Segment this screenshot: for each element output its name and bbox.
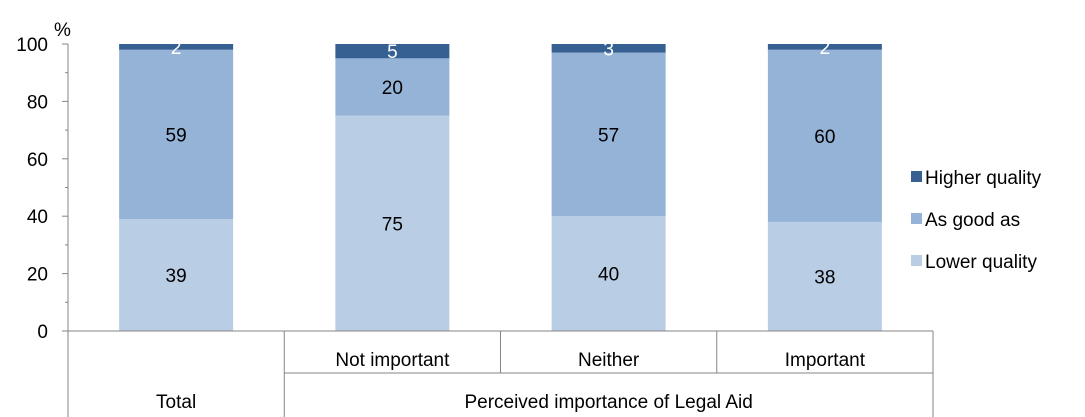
- y-tick-label: 20: [27, 265, 48, 286]
- bar-value-label: 20: [382, 78, 403, 99]
- legend-swatch: [911, 255, 922, 266]
- bar-segment: [767, 49, 882, 222]
- y-tick-label: 80: [27, 92, 48, 113]
- bar-value-label: 2: [820, 38, 831, 59]
- bar-value-label: 5: [387, 42, 398, 63]
- group-label: Perceived importance of Legal Aid: [464, 392, 752, 413]
- legend-label: As good as: [925, 210, 1020, 231]
- y-tick-label: 100: [16, 35, 48, 56]
- y-axis-unit-label: %: [54, 20, 71, 41]
- bar-value-label: 40: [598, 265, 619, 286]
- bar-segment: [119, 44, 234, 50]
- bar-segment: [335, 58, 450, 116]
- bar-segment: [335, 44, 450, 59]
- y-tick-label: 60: [27, 150, 48, 171]
- y-tick-label: 0: [37, 322, 48, 343]
- legend-label: Higher quality: [925, 168, 1042, 189]
- category-label: Not important: [335, 350, 450, 371]
- category-axis: Not important Neither Important Total Percei…: [67, 330, 934, 417]
- legend: Higher quality As good as Lower quality: [911, 168, 1042, 273]
- y-axis-ticks: 0 20 40 60 80 100: [16, 35, 68, 343]
- bar-segment: [551, 216, 666, 331]
- bar-segment: [551, 52, 666, 217]
- bar-value-label: 57: [598, 125, 619, 146]
- bar-segment: [551, 44, 666, 53]
- y-tick-label: 40: [27, 207, 48, 228]
- bar-value-label: 60: [814, 127, 835, 148]
- bar-segment: [767, 44, 882, 50]
- bar-value-label: 75: [382, 214, 403, 235]
- data-labels: 39 59 2 75 20 5 40 57 3 38 60 2: [166, 38, 836, 289]
- bar-stacks: [119, 44, 882, 331]
- bar-segment: [767, 221, 882, 331]
- bar-value-label: 39: [166, 266, 187, 287]
- bar-value-label: 59: [166, 125, 187, 146]
- bar-segment: [119, 219, 234, 331]
- category-label: Important: [785, 350, 866, 371]
- legend-label: Lower quality: [925, 252, 1037, 273]
- category-label: Neither: [578, 350, 640, 371]
- bar-value-label: 2: [171, 38, 182, 59]
- bar-segment: [119, 49, 234, 220]
- legend-swatch: [911, 213, 922, 224]
- bar-value-label: 3: [603, 39, 614, 60]
- bar-segment: [335, 115, 450, 331]
- bar-value-label: 38: [814, 267, 835, 288]
- group-label: Total: [156, 392, 196, 413]
- legend-swatch: [911, 171, 922, 182]
